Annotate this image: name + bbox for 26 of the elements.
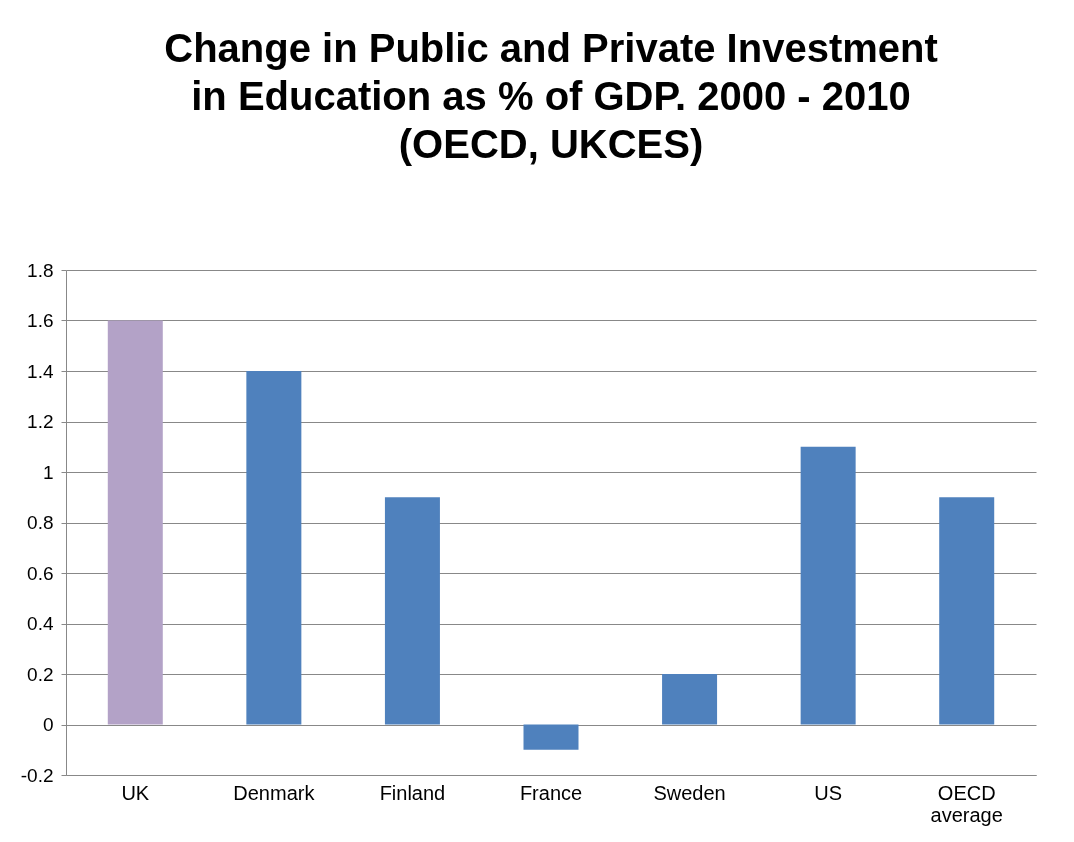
x-tick-label: Finland xyxy=(379,781,446,804)
y-tick-label: 0.8 xyxy=(27,512,54,533)
bar xyxy=(384,497,440,725)
y-tick-label: 1.2 xyxy=(27,411,54,432)
chart-title: Change in Public and Private Investment in Education as % of GDP. 2000 - 2010 (OECD, UKCES) xyxy=(164,26,938,166)
y-tick-label: 1.4 xyxy=(27,360,54,382)
y-tick-label: 0.4 xyxy=(27,613,54,634)
bar xyxy=(246,371,302,725)
x-tick-label: France xyxy=(519,781,583,804)
y-tick-label: 1 xyxy=(42,461,54,483)
y-tick-label: 0.2 xyxy=(27,663,54,685)
bar xyxy=(800,446,856,725)
y-tick-label: 1.6 xyxy=(27,310,54,331)
bar xyxy=(939,497,995,725)
bar xyxy=(107,320,163,725)
y-tick-label: -0.2 xyxy=(20,764,54,786)
y-tick-label: 0.6 xyxy=(27,562,54,584)
x-tick-label: US xyxy=(814,781,843,804)
bar xyxy=(523,724,579,750)
bar xyxy=(662,674,718,725)
x-tick-label: Denmark xyxy=(233,781,316,804)
x-tick-label: Sweden xyxy=(653,781,726,804)
x-tick-label: UK xyxy=(121,781,150,804)
y-tick-label: 0 xyxy=(42,714,54,735)
y-tick-label: 1.8 xyxy=(27,259,54,281)
x-tick-label: OECD average xyxy=(930,781,1003,826)
